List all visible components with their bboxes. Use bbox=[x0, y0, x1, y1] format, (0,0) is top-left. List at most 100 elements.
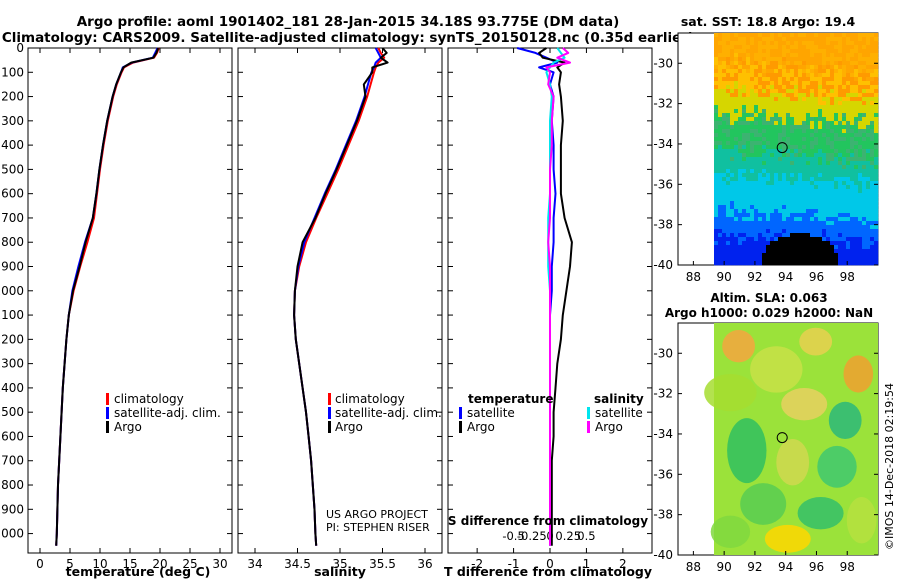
sst-cell bbox=[802, 201, 807, 206]
sst-cell bbox=[798, 101, 803, 106]
sst-cell bbox=[786, 41, 791, 46]
depth-tick-label: 500 bbox=[1, 162, 24, 176]
sst-cell bbox=[774, 141, 779, 146]
sst-cell bbox=[734, 157, 739, 162]
sst-cell bbox=[746, 153, 751, 158]
sst-cell bbox=[814, 197, 819, 202]
sst-cell bbox=[746, 185, 751, 190]
legend-swatch-s-argo bbox=[587, 421, 590, 433]
sst-cell bbox=[778, 49, 783, 54]
sst-cell bbox=[874, 233, 879, 238]
depth-axis: 0100200300400500600700800900100011001200… bbox=[0, 41, 24, 541]
sst-cell bbox=[850, 97, 855, 102]
sst-cell bbox=[838, 229, 843, 234]
sst-cell bbox=[730, 121, 735, 126]
legend-swatch-t-satellite bbox=[459, 407, 462, 419]
sst-cell bbox=[746, 97, 751, 102]
sst-cell bbox=[870, 201, 875, 206]
sst-cell bbox=[722, 73, 727, 78]
sst-cell bbox=[834, 89, 839, 94]
sst-cell bbox=[874, 145, 879, 150]
sst-cell bbox=[838, 169, 843, 174]
sst-cell bbox=[746, 225, 751, 230]
sst-cell bbox=[862, 113, 867, 118]
sst-cell bbox=[870, 237, 875, 242]
sst-cell bbox=[742, 117, 747, 122]
sst-cell bbox=[830, 205, 835, 210]
sst-cell bbox=[782, 193, 787, 198]
sst-cell bbox=[722, 177, 727, 182]
sst-cell bbox=[802, 221, 807, 226]
sst-cell bbox=[810, 105, 815, 110]
sst-cell bbox=[850, 205, 855, 210]
sst-cell bbox=[754, 73, 759, 78]
sst-cell bbox=[798, 61, 803, 66]
sst-cell bbox=[734, 229, 739, 234]
sst-cell bbox=[722, 145, 727, 150]
sst-cell bbox=[762, 205, 767, 210]
sst-cell bbox=[794, 37, 799, 42]
sst-cell bbox=[794, 177, 799, 182]
sst-cell bbox=[782, 261, 787, 266]
sst-cell bbox=[826, 261, 831, 266]
sst-cell bbox=[750, 145, 755, 150]
sst-cell bbox=[846, 33, 851, 38]
sst-cell bbox=[774, 193, 779, 198]
sst-cell bbox=[814, 137, 819, 142]
sst-cell bbox=[842, 93, 847, 98]
sst-cell bbox=[738, 225, 743, 230]
sst-cell bbox=[770, 173, 775, 178]
sst-cell bbox=[810, 69, 815, 74]
sst-cell bbox=[746, 129, 751, 134]
sst-cell bbox=[730, 257, 735, 262]
sst-cell bbox=[866, 41, 871, 46]
sst-cell bbox=[802, 85, 807, 90]
sst-cell bbox=[802, 197, 807, 202]
sst-cell bbox=[762, 233, 767, 238]
sst-cell bbox=[814, 213, 819, 218]
sst-cell bbox=[798, 217, 803, 222]
sst-cell bbox=[874, 217, 879, 222]
sst-cell bbox=[758, 193, 763, 198]
sst-cell bbox=[770, 169, 775, 174]
series-line-satellite-adj-clim- bbox=[293, 47, 382, 546]
sst-cell bbox=[722, 201, 727, 206]
sst-cell bbox=[850, 165, 855, 170]
sst-cell bbox=[802, 133, 807, 138]
sst-cell bbox=[874, 169, 879, 174]
sst-cell bbox=[782, 101, 787, 106]
sst-cell bbox=[750, 109, 755, 114]
sst-cell bbox=[734, 137, 739, 142]
sst-cell bbox=[742, 157, 747, 162]
sst-cell bbox=[858, 209, 863, 214]
sst-cell bbox=[850, 109, 855, 114]
sst-cell bbox=[774, 253, 779, 258]
sst-cell bbox=[874, 137, 879, 142]
sst-cell bbox=[734, 45, 739, 50]
sst-cell bbox=[790, 45, 795, 50]
sst-cell bbox=[802, 89, 807, 94]
sst-cell bbox=[734, 61, 739, 66]
sst-cell bbox=[790, 113, 795, 118]
sst-cell bbox=[802, 205, 807, 210]
sst-cell bbox=[774, 73, 779, 78]
sst-cell bbox=[842, 221, 847, 226]
sst-cell bbox=[830, 225, 835, 230]
sst-cell bbox=[746, 181, 751, 186]
sst-cell bbox=[766, 93, 771, 98]
sst-cell bbox=[766, 61, 771, 66]
sst-cell bbox=[718, 257, 723, 262]
map-y-tick-label: -34 bbox=[653, 427, 673, 441]
sst-cell bbox=[742, 189, 747, 194]
sst-cell bbox=[786, 217, 791, 222]
sst-cell bbox=[778, 105, 783, 110]
sst-cell bbox=[814, 65, 819, 70]
sst-cell bbox=[806, 217, 811, 222]
legend-swatch-satellite bbox=[106, 407, 109, 419]
sst-cell bbox=[730, 53, 735, 58]
sst-cell bbox=[854, 133, 859, 138]
sst-cell bbox=[758, 145, 763, 150]
sst-cell bbox=[806, 61, 811, 66]
sst-cell bbox=[738, 205, 743, 210]
sst-cell bbox=[846, 145, 851, 150]
